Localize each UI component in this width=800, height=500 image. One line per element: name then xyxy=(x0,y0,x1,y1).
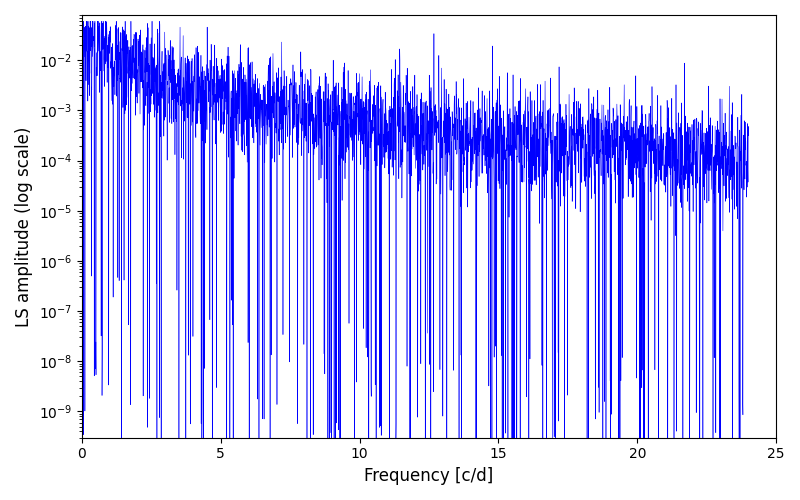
X-axis label: Frequency [c/d]: Frequency [c/d] xyxy=(364,467,494,485)
Y-axis label: LS amplitude (log scale): LS amplitude (log scale) xyxy=(15,126,33,326)
